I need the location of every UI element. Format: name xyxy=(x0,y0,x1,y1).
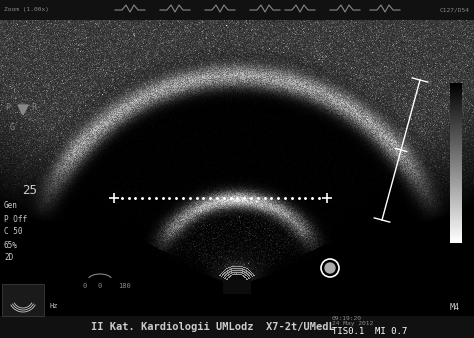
Text: 09:19:20: 09:19:20 xyxy=(332,315,362,320)
Text: II Kat. Kardiologii UMLodz  X7-2t/UMedL: II Kat. Kardiologii UMLodz X7-2t/UMedL xyxy=(91,322,335,332)
Text: P: P xyxy=(6,103,10,113)
Polygon shape xyxy=(18,105,28,115)
Circle shape xyxy=(325,263,335,273)
Text: 180: 180 xyxy=(118,283,131,289)
Bar xyxy=(0,0,474,20)
Text: Gen: Gen xyxy=(4,201,18,211)
Text: 65%: 65% xyxy=(4,241,18,249)
Text: 25: 25 xyxy=(22,184,37,196)
Text: 2D: 2D xyxy=(4,254,13,263)
Text: R: R xyxy=(31,103,36,113)
Text: 0: 0 xyxy=(98,283,102,289)
Bar xyxy=(0,316,474,338)
Text: M4: M4 xyxy=(450,304,460,313)
Text: Hz: Hz xyxy=(50,303,58,309)
Text: 24 May 2012: 24 May 2012 xyxy=(332,320,373,325)
Text: TIS0.1  MI 0.7: TIS0.1 MI 0.7 xyxy=(332,328,407,337)
Text: P Off: P Off xyxy=(4,215,27,223)
Bar xyxy=(2,284,44,316)
Text: 0: 0 xyxy=(83,283,87,289)
Text: G: G xyxy=(9,123,15,132)
Text: Zoom (1.00x): Zoom (1.00x) xyxy=(4,7,49,13)
Text: C 50: C 50 xyxy=(4,227,22,237)
Text: C127/D54: C127/D54 xyxy=(440,7,470,13)
